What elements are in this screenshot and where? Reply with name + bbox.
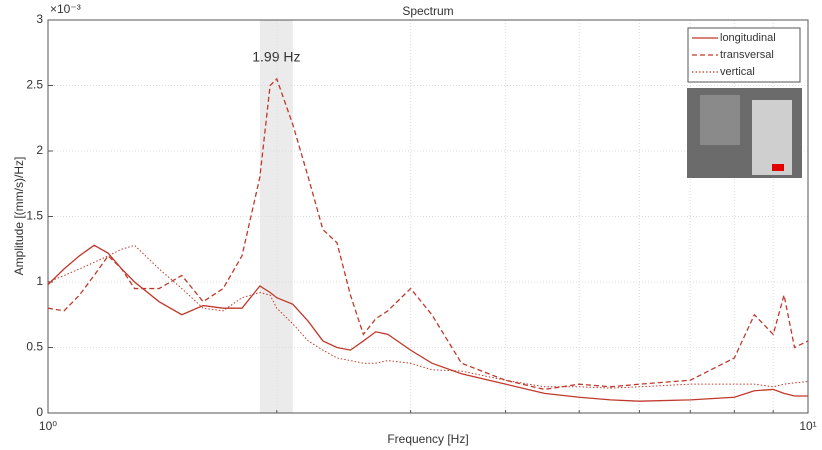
photo-door [752, 100, 792, 175]
legend-label: transversal [720, 49, 774, 61]
x-tick-label: 10¹ [799, 419, 816, 433]
y-tick-label: 1.5 [26, 209, 43, 223]
photo-painting [700, 95, 740, 145]
y-tick-label: 0.5 [26, 340, 43, 354]
sensor-marker [772, 164, 784, 171]
x-tick-label: 10⁰ [39, 419, 57, 433]
y-tick-label: 3 [36, 12, 43, 26]
y-exponent: ×10⁻³ [50, 2, 81, 16]
series-line [47, 244, 808, 402]
y-tick-label: 2.5 [26, 78, 43, 92]
axes-frame [47, 19, 809, 414]
y-axis-label: Amplitude [(mm/s)/Hz] [12, 157, 26, 276]
inset-photo [687, 88, 802, 178]
y-tick-label: 0 [36, 405, 43, 419]
legend-label: vertical [720, 66, 755, 78]
x-axis-label: Frequency [Hz] [387, 432, 468, 446]
chart-title: Spectrum [402, 4, 453, 18]
series-line [47, 244, 809, 389]
legend-label: longitudinal [720, 32, 776, 44]
series-line [47, 77, 809, 391]
y-tick-label: 1 [36, 274, 43, 288]
legend-box [687, 27, 801, 83]
y-tick-label: 2 [36, 143, 43, 157]
